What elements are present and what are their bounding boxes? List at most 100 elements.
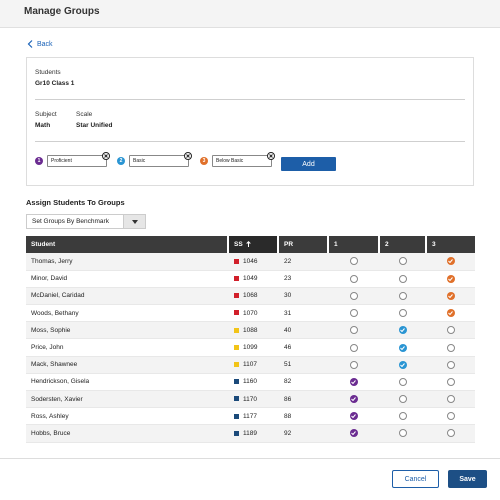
students-table: Student SS PR 1 2 3 Thomas, Jerry 1046 22 M… (26, 236, 475, 443)
column-header-group-1: 1 (328, 236, 380, 253)
ss-value: 1170 (243, 395, 257, 403)
student-name: Mack, Shawnee (26, 356, 228, 374)
group-3-radio[interactable] (446, 377, 455, 386)
benchmark-swatch (234, 379, 239, 385)
group-2-radio[interactable] (398, 360, 407, 369)
group-number-badge: 1 (35, 157, 43, 165)
group-3-radio[interactable] (446, 274, 455, 283)
student-name: Woods, Bethany (26, 304, 228, 323)
chevron-down-icon[interactable] (123, 215, 145, 228)
group-2-radio[interactable] (398, 309, 407, 318)
group-1-radio[interactable] (349, 291, 358, 300)
ss-cell: 1170 (228, 390, 278, 409)
group-3: 3 Below Basic (200, 152, 275, 167)
group-2-radio[interactable] (398, 257, 407, 266)
remove-group-icon[interactable] (184, 152, 192, 160)
group-name-input[interactable]: Basic (129, 152, 192, 167)
pr-value: 92 (278, 424, 328, 443)
table-row: Woods, Bethany 1070 31 (26, 304, 475, 323)
group-3-radio[interactable] (446, 360, 455, 369)
group-2-radio[interactable] (398, 274, 407, 283)
benchmark-swatch (234, 362, 239, 367)
ss-value: 1046 (243, 257, 258, 265)
group-3-radio[interactable] (446, 343, 455, 352)
student-name: Price, John (26, 338, 228, 357)
group-3-radio[interactable] (446, 429, 455, 438)
table-row: Sodersten, Xavier 1170 86 (26, 390, 475, 409)
group-name-text: Basic (133, 158, 146, 164)
group-3-radio[interactable] (446, 395, 455, 404)
group-name-input[interactable]: Proficient (47, 152, 110, 167)
ss-value: 1177 (243, 412, 257, 420)
pr-value: 46 (278, 338, 328, 357)
group-1-radio[interactable] (349, 360, 358, 369)
group-name-text: Proficient (51, 158, 72, 164)
group-3-radio[interactable] (446, 257, 455, 266)
group-name-text: Below Basic (216, 158, 244, 164)
group-2-radio[interactable] (398, 395, 407, 404)
scale-label: Scale (76, 111, 93, 118)
add-group-button[interactable]: Add (281, 157, 336, 171)
benchmark-swatch (234, 430, 239, 436)
group-1-radio[interactable] (349, 412, 358, 421)
cancel-button[interactable]: Cancel (392, 470, 439, 488)
remove-group-icon[interactable] (267, 152, 275, 160)
group-name-input[interactable]: Below Basic (212, 152, 275, 167)
column-header-pr[interactable]: PR (278, 236, 329, 253)
check-icon (448, 259, 453, 264)
student-name: McDaniel, Caridad (26, 287, 228, 306)
benchmark-swatch (234, 258, 239, 264)
check-icon (351, 380, 356, 384)
group-2-radio[interactable] (398, 377, 407, 386)
table-row: Hendrickson, Gisela 1160 82 (26, 373, 475, 392)
group-3-radio[interactable] (446, 309, 455, 318)
group-1-radio[interactable] (349, 377, 358, 386)
group-1-radio[interactable] (349, 429, 358, 438)
back-link[interactable]: Back (27, 40, 53, 48)
group-1-radio[interactable] (349, 257, 358, 266)
check-icon (448, 294, 453, 298)
group-3-radio[interactable] (446, 326, 455, 335)
scale-value: Star Unified (76, 122, 113, 129)
group-2-radio[interactable] (398, 343, 407, 352)
back-label: Back (37, 40, 53, 48)
benchmark-swatch (234, 293, 239, 299)
remove-group-icon[interactable] (102, 152, 110, 160)
pr-value: 30 (278, 287, 328, 306)
chevron-left-icon (27, 40, 33, 48)
column-header-student[interactable]: Student (26, 236, 229, 253)
pr-value: 86 (278, 390, 328, 409)
benchmark-select[interactable]: Set Groups By Benchmark (26, 214, 146, 229)
group-2-radio[interactable] (398, 326, 407, 335)
students-label: Students (35, 69, 61, 76)
check-icon (400, 345, 405, 350)
save-button[interactable]: Save (448, 470, 487, 488)
check-icon (351, 414, 356, 419)
group-1-radio[interactable] (349, 309, 358, 318)
group-2-radio[interactable] (398, 291, 407, 300)
group-1-radio[interactable] (349, 395, 358, 404)
benchmark-swatch (234, 327, 239, 333)
check-icon (448, 311, 453, 316)
pr-value: 23 (278, 270, 328, 288)
student-name: Moss, Sophie (26, 321, 228, 340)
divider (35, 141, 465, 142)
ss-cell: 1068 (228, 287, 278, 306)
pr-value: 88 (278, 407, 328, 426)
group-1-radio[interactable] (349, 326, 358, 335)
benchmark-swatch (234, 413, 239, 419)
student-name: Ross, Ashley (26, 407, 228, 426)
table-row: Thomas, Jerry 1046 22 (26, 253, 475, 271)
group-3-radio[interactable] (446, 412, 455, 421)
header-bar: Manage Groups (0, 0, 500, 28)
column-header-ss[interactable]: SS (228, 236, 279, 253)
group-1-radio[interactable] (349, 274, 358, 283)
group-3-radio[interactable] (446, 291, 455, 300)
group-2-radio[interactable] (398, 429, 407, 438)
table-row: Hobbs, Bruce 1189 92 (26, 424, 475, 443)
group-1-radio[interactable] (349, 343, 358, 352)
ss-cell: 1189 (228, 424, 278, 443)
table-row: Moss, Sophie 1088 40 (26, 321, 475, 340)
group-2-radio[interactable] (398, 412, 407, 421)
pr-value: 82 (278, 373, 328, 392)
